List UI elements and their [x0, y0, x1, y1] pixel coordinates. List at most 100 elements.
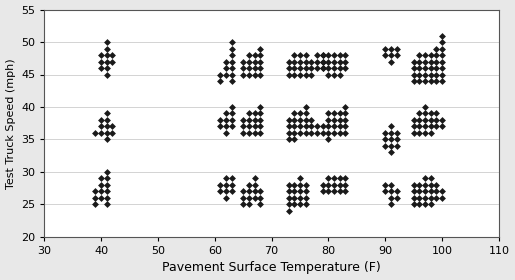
Point	[438, 118, 446, 122]
Point	[102, 40, 111, 44]
Point	[290, 59, 299, 64]
Point	[438, 72, 446, 77]
Point	[256, 53, 264, 57]
Point	[426, 118, 435, 122]
Point	[228, 105, 236, 109]
Point	[432, 59, 440, 64]
Point	[290, 72, 299, 77]
Point	[296, 66, 304, 70]
Point	[108, 124, 116, 129]
Point	[302, 131, 310, 135]
Point	[102, 59, 111, 64]
Point	[319, 59, 327, 64]
Y-axis label: Test Truck Speed (mph): Test Truck Speed (mph)	[6, 58, 15, 188]
Point	[392, 137, 401, 142]
Point	[421, 59, 429, 64]
Point	[409, 118, 418, 122]
Point	[324, 176, 333, 181]
Point	[341, 176, 350, 181]
Point	[228, 72, 236, 77]
Point	[284, 137, 293, 142]
Point	[245, 196, 253, 200]
Point	[341, 131, 350, 135]
Point	[387, 137, 395, 142]
Point	[245, 72, 253, 77]
Point	[426, 196, 435, 200]
Point	[239, 196, 247, 200]
Point	[102, 111, 111, 116]
Point	[341, 124, 350, 129]
Point	[387, 144, 395, 148]
Point	[250, 196, 259, 200]
Point	[284, 66, 293, 70]
Point	[302, 196, 310, 200]
Point	[438, 46, 446, 51]
Point	[91, 131, 99, 135]
Point	[302, 53, 310, 57]
Point	[341, 53, 350, 57]
Point	[284, 59, 293, 64]
Point	[307, 131, 316, 135]
Point	[438, 124, 446, 129]
Point	[256, 131, 264, 135]
Point	[409, 124, 418, 129]
Point	[438, 79, 446, 83]
Point	[222, 189, 230, 194]
Point	[330, 59, 338, 64]
Point	[245, 131, 253, 135]
Point	[415, 189, 423, 194]
Point	[307, 118, 316, 122]
Point	[307, 124, 316, 129]
Point	[228, 40, 236, 44]
Point	[239, 66, 247, 70]
Point	[392, 46, 401, 51]
Point	[97, 66, 105, 70]
Point	[426, 202, 435, 207]
Point	[216, 118, 225, 122]
Point	[296, 72, 304, 77]
Point	[324, 111, 333, 116]
Point	[256, 46, 264, 51]
Point	[284, 131, 293, 135]
Point	[381, 183, 389, 187]
Point	[336, 176, 344, 181]
Point	[421, 105, 429, 109]
Point	[381, 131, 389, 135]
Point	[381, 189, 389, 194]
Point	[336, 189, 344, 194]
Point	[307, 66, 316, 70]
Point	[324, 124, 333, 129]
Point	[319, 66, 327, 70]
Point	[319, 124, 327, 129]
Point	[296, 53, 304, 57]
Point	[239, 124, 247, 129]
Point	[330, 189, 338, 194]
Point	[302, 124, 310, 129]
Point	[426, 72, 435, 77]
Point	[432, 118, 440, 122]
Point	[438, 196, 446, 200]
Point	[409, 131, 418, 135]
Point	[284, 72, 293, 77]
Point	[91, 189, 99, 194]
Point	[409, 189, 418, 194]
Point	[284, 202, 293, 207]
Point	[387, 53, 395, 57]
Point	[336, 59, 344, 64]
Point	[228, 46, 236, 51]
Point	[313, 59, 321, 64]
Point	[250, 111, 259, 116]
Point	[216, 79, 225, 83]
Point	[421, 79, 429, 83]
Point	[256, 118, 264, 122]
Point	[284, 196, 293, 200]
Point	[336, 118, 344, 122]
Point	[245, 124, 253, 129]
Point	[302, 189, 310, 194]
Point	[97, 189, 105, 194]
Point	[284, 183, 293, 187]
Point	[239, 131, 247, 135]
Point	[296, 111, 304, 116]
Point	[341, 118, 350, 122]
Point	[387, 202, 395, 207]
